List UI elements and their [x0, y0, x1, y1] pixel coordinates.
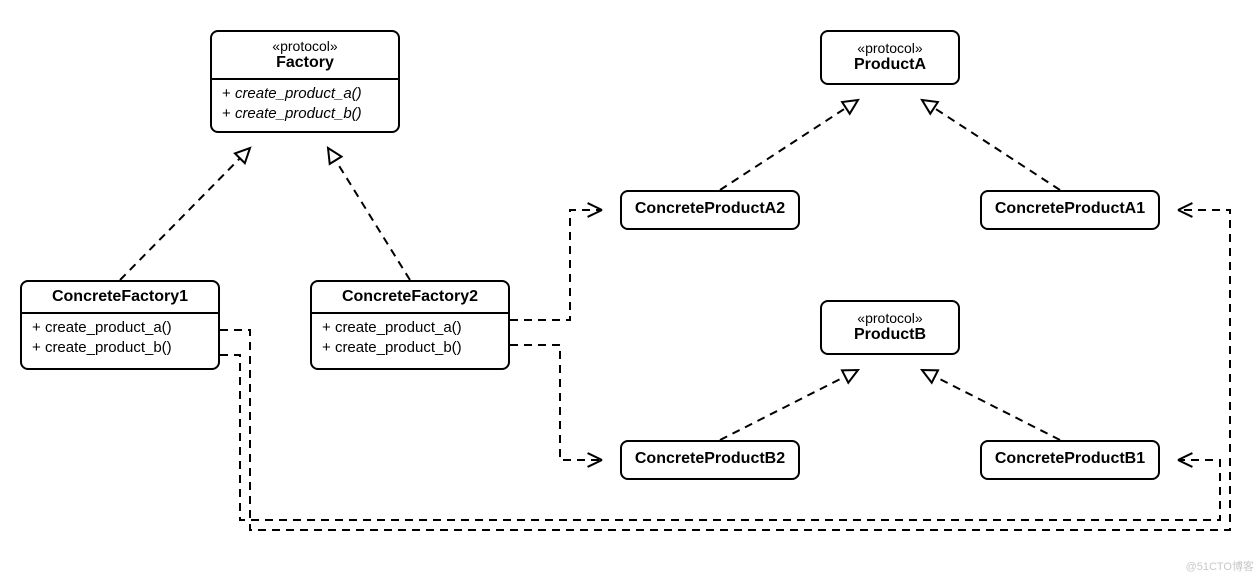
cf1-methods: + create_product_a()+ create_product_b()	[22, 312, 218, 365]
factory-stereotype: «protocol»	[222, 38, 388, 54]
node-factory: «protocol» Factory + create_product_a()+…	[210, 30, 400, 133]
conc-b2-name: ConcreteProductB2	[634, 450, 786, 468]
watermark-text: @51CTO博客	[1186, 558, 1254, 574]
method-item: + create_product_b()	[32, 338, 208, 358]
product-a-name: ProductA	[834, 56, 946, 74]
node-concrete-factory-2: ConcreteFactory2 + create_product_a()+ c…	[310, 280, 510, 370]
node-product-b: «protocol» ProductB	[820, 300, 960, 355]
node-concrete-product-b1: ConcreteProductB1	[980, 440, 1160, 480]
node-concrete-product-a1: ConcreteProductA1	[980, 190, 1160, 230]
cf2-name: ConcreteFactory2	[322, 288, 498, 306]
factory-name: Factory	[222, 54, 388, 72]
node-product-a: «protocol» ProductA	[820, 30, 960, 85]
method-item: + create_product_b()	[322, 338, 498, 358]
conc-a1-name: ConcreteProductA1	[994, 200, 1146, 218]
node-concrete-product-a2: ConcreteProductA2	[620, 190, 800, 230]
method-item: + create_product_a()	[322, 318, 498, 338]
product-b-name: ProductB	[834, 326, 946, 344]
product-b-stereotype: «protocol»	[834, 310, 946, 326]
cf1-name: ConcreteFactory1	[32, 288, 208, 306]
method-item: + create_product_a()	[222, 84, 388, 104]
method-item: + create_product_b()	[222, 104, 388, 124]
node-concrete-factory-1: ConcreteFactory1 + create_product_a()+ c…	[20, 280, 220, 370]
conc-a2-name: ConcreteProductA2	[634, 200, 786, 218]
method-item: + create_product_a()	[32, 318, 208, 338]
cf2-methods: + create_product_a()+ create_product_b()	[312, 312, 508, 365]
product-a-stereotype: «protocol»	[834, 40, 946, 56]
factory-methods: + create_product_a()+ create_product_b()	[212, 78, 398, 131]
node-concrete-product-b2: ConcreteProductB2	[620, 440, 800, 480]
conc-b1-name: ConcreteProductB1	[994, 450, 1146, 468]
